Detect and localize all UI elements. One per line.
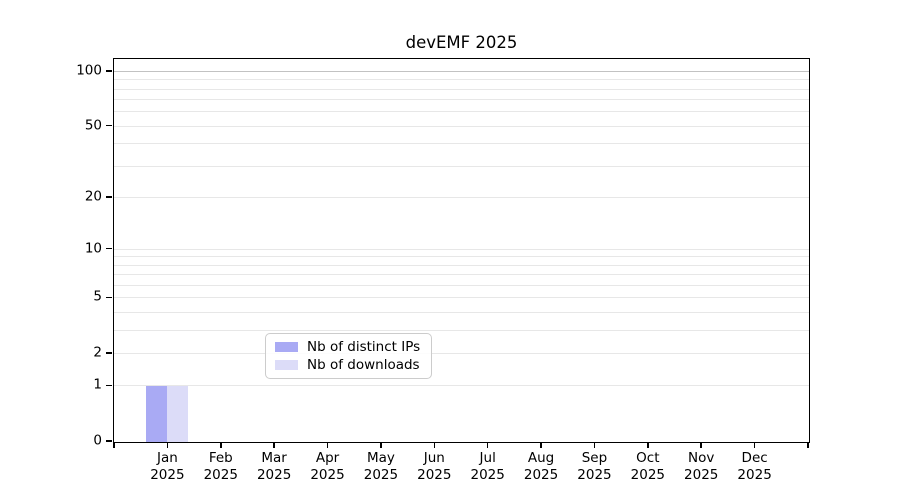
legend: Nb of distinct IPs Nb of downloads bbox=[265, 333, 432, 379]
y-gridline bbox=[114, 125, 809, 127]
y-tick-label: 0 bbox=[93, 432, 102, 449]
month-label: Aug bbox=[527, 450, 555, 466]
y-gridline bbox=[114, 264, 809, 266]
y-axis-tick bbox=[106, 247, 112, 250]
y-gridline bbox=[114, 111, 809, 113]
year-label: 2025 bbox=[203, 467, 238, 483]
x-axis-tick bbox=[326, 442, 329, 448]
x-axis-tick bbox=[486, 442, 489, 448]
month-label: Mar bbox=[261, 450, 287, 466]
x-axis-tick bbox=[540, 442, 542, 448]
y-gridline bbox=[114, 79, 809, 81]
x-axis-tick bbox=[166, 442, 169, 448]
y-gridline bbox=[114, 248, 809, 250]
legend-entry: Nb of distinct IPs bbox=[275, 339, 422, 355]
year-label: 2025 bbox=[737, 467, 772, 483]
year-label: 2025 bbox=[150, 467, 185, 483]
month-label: Jan bbox=[156, 450, 178, 466]
x-tick-label: Jan 2025 bbox=[135, 450, 199, 484]
y-tick-label: 50 bbox=[84, 117, 102, 134]
x-tick-label: Apr 2025 bbox=[296, 450, 360, 484]
x-axis-tick bbox=[220, 442, 222, 448]
month-label: Feb bbox=[208, 450, 233, 466]
x-axis-tick bbox=[433, 442, 436, 448]
month-label: May bbox=[366, 450, 395, 466]
y-gridline bbox=[114, 165, 809, 167]
x-axis-tick bbox=[753, 442, 756, 448]
y-axis-tick bbox=[106, 124, 112, 127]
y-gridline bbox=[114, 88, 809, 90]
y-gridline bbox=[114, 99, 809, 101]
y-gridline bbox=[114, 329, 809, 331]
x-axis-tick bbox=[113, 442, 115, 448]
y-gridline bbox=[114, 352, 809, 354]
month-label: Jul bbox=[479, 450, 496, 466]
x-tick-label: Dec 2025 bbox=[723, 450, 787, 484]
month-label: Jun bbox=[423, 450, 445, 466]
x-tick-label: May 2025 bbox=[349, 450, 413, 484]
y-gridline bbox=[114, 311, 809, 313]
month-label: Sep bbox=[581, 450, 608, 466]
y-axis-tick bbox=[106, 352, 112, 354]
y-gridline bbox=[114, 143, 809, 145]
y-gridline bbox=[114, 256, 809, 258]
y-tick-label: 100 bbox=[76, 62, 102, 79]
y-tick-label: 20 bbox=[84, 188, 102, 205]
y-gridline bbox=[114, 70, 809, 72]
x-axis-tick bbox=[647, 442, 649, 448]
x-axis-tick bbox=[593, 442, 596, 448]
y-tick-label: 10 bbox=[84, 240, 102, 257]
y-gridline bbox=[114, 274, 809, 276]
year-label: 2025 bbox=[630, 467, 666, 483]
x-tick-label: Sep 2025 bbox=[562, 450, 626, 484]
x-tick-label: Jul 2025 bbox=[456, 450, 520, 484]
month-label: Nov bbox=[688, 450, 715, 466]
year-label: 2025 bbox=[310, 467, 345, 483]
month-label: Dec bbox=[741, 450, 768, 466]
y-gridline bbox=[114, 196, 809, 198]
x-tick-label: Feb 2025 bbox=[189, 450, 253, 484]
legend-entry: Nb of downloads bbox=[275, 357, 422, 373]
x-axis-tick bbox=[273, 442, 275, 448]
year-label: 2025 bbox=[256, 467, 292, 483]
y-gridline bbox=[114, 385, 809, 387]
y-tick-label: 5 bbox=[93, 288, 102, 305]
x-axis-tick bbox=[807, 442, 809, 448]
y-tick-label: 2 bbox=[93, 344, 102, 361]
x-tick-label: Nov 2025 bbox=[669, 450, 733, 484]
legend-swatch bbox=[275, 360, 298, 370]
y-axis-tick bbox=[106, 384, 112, 387]
month-label: Apr bbox=[315, 450, 340, 466]
plot-area: 0 1 2 5 10 20 50 100 Jan 2025 Feb 2025 Mar 2025 Apr 202… bbox=[76, 58, 810, 483]
x-axis-tick bbox=[700, 442, 702, 448]
y-tick-label: 1 bbox=[93, 377, 102, 394]
chart-title: devEMF 2025 bbox=[405, 33, 518, 52]
y-gridline bbox=[114, 297, 809, 299]
bar-nb-of-distinct-ips bbox=[146, 386, 168, 442]
x-tick-label: Oct 2025 bbox=[616, 450, 680, 484]
year-label: 2025 bbox=[523, 467, 559, 483]
legend-label: Nb of distinct IPs bbox=[307, 339, 421, 355]
y-axis-tick bbox=[106, 440, 112, 442]
legend-label: Nb of downloads bbox=[307, 357, 420, 373]
year-label: 2025 bbox=[684, 467, 719, 483]
month-label: Oct bbox=[636, 450, 660, 466]
y-gridline bbox=[114, 284, 809, 286]
x-tick-label: Aug 2025 bbox=[509, 450, 573, 484]
year-label: 2025 bbox=[577, 467, 612, 483]
year-label: 2025 bbox=[470, 467, 505, 483]
year-label: 2025 bbox=[363, 467, 399, 483]
y-axis-tick bbox=[106, 196, 112, 198]
y-axis-tick bbox=[106, 70, 112, 72]
x-tick-label: Jun 2025 bbox=[402, 450, 466, 484]
legend-swatch bbox=[275, 342, 298, 352]
y-axis-tick bbox=[106, 296, 112, 299]
x-axis-tick bbox=[380, 442, 382, 448]
x-tick-label: Mar 2025 bbox=[242, 450, 306, 484]
bar-nb-of-downloads bbox=[167, 386, 189, 442]
year-label: 2025 bbox=[417, 467, 452, 483]
